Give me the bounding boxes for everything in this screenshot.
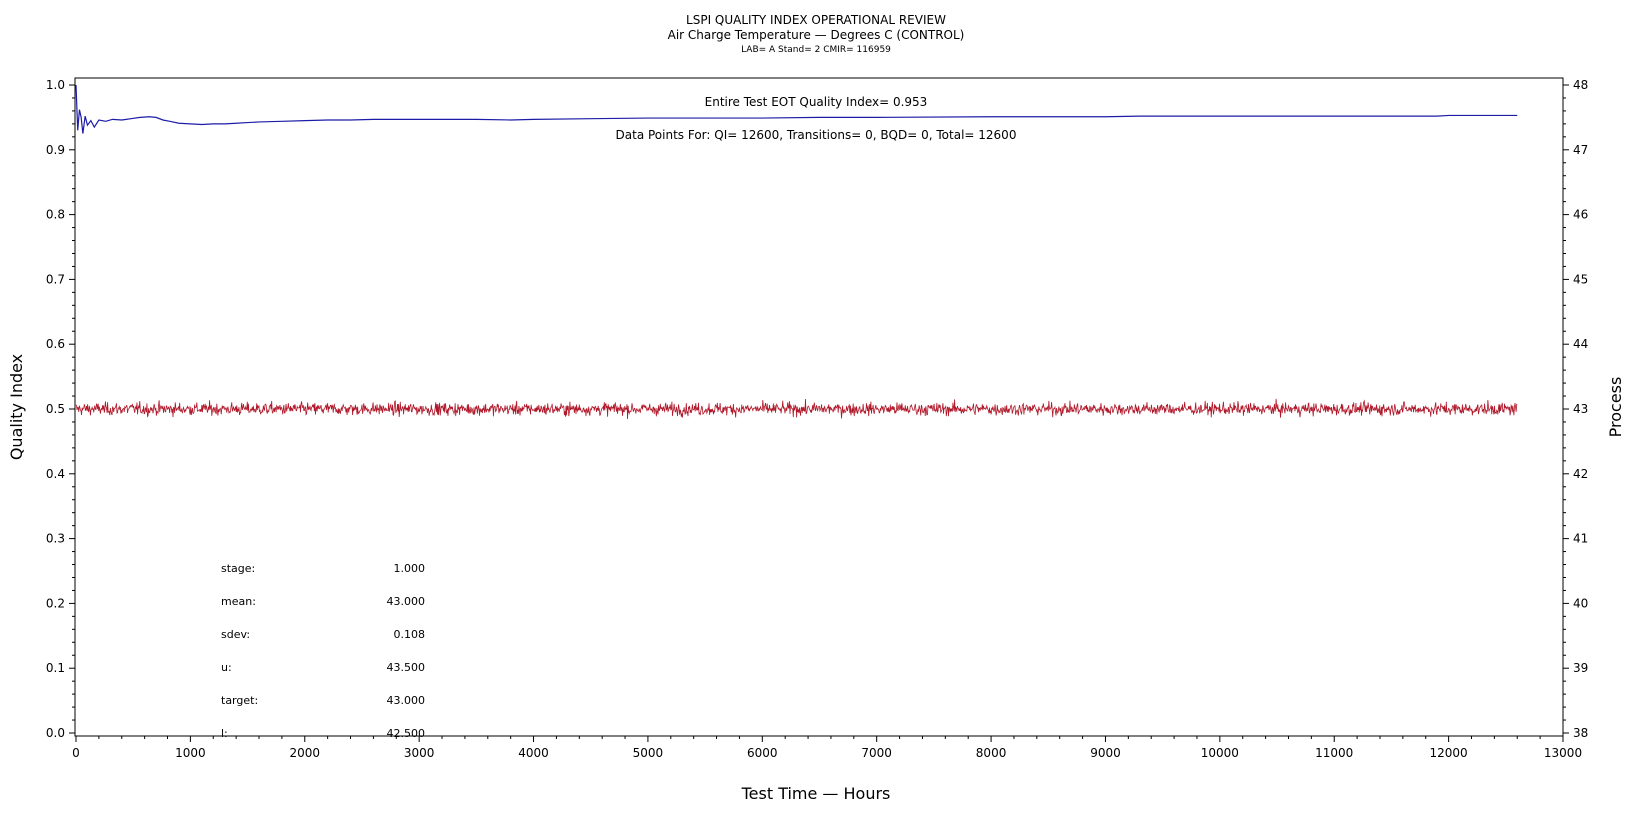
x-tick-label: 8000 (976, 746, 1007, 760)
y-tick-label: 0.4 (46, 467, 65, 481)
quality-index-series-group (75, 84, 1518, 134)
x-tick-label: 13000 (1544, 746, 1582, 760)
x-tick-label: 9000 (1090, 746, 1121, 760)
x-tick-label: 3000 (404, 746, 435, 760)
qi-annotation: Entire Test EOT Quality Index= 0.953 (705, 95, 928, 109)
y2-tick-label: 40 (1573, 596, 1588, 610)
y2-tick-label: 42 (1573, 467, 1588, 481)
stat-label: mean: (221, 595, 256, 608)
x-tick-label: 6000 (747, 746, 778, 760)
stat-label: l: (221, 727, 228, 740)
plot-frame (74, 77, 1564, 737)
process-line (75, 398, 1518, 419)
stat-label: target: (221, 694, 258, 707)
x-tick-label: 12000 (1430, 746, 1468, 760)
y-tick-label: 0.0 (46, 726, 65, 740)
y2-axis-ticks: 38 39 40 41 42 43 44 45 46 47 48 (1563, 78, 1588, 740)
y-tick-label: 0.8 (46, 208, 65, 222)
stat-value: 43.000 (387, 595, 426, 608)
stat-value: 0.108 (394, 628, 426, 641)
y2-tick-label: 48 (1573, 78, 1588, 92)
y2-tick-label: 43 (1573, 402, 1588, 416)
y2-tick-label: 46 (1573, 208, 1588, 222)
x-tick-label: 0 (72, 746, 80, 760)
y-tick-label: 0.7 (46, 272, 65, 286)
stat-label: sdev: (221, 628, 250, 641)
x-tick-label: 11000 (1315, 746, 1353, 760)
stat-label: stage: (221, 562, 255, 575)
x-tick-label: 1000 (175, 746, 206, 760)
y2-tick-label: 39 (1573, 661, 1588, 675)
y-tick-label: 0.5 (46, 402, 65, 416)
y2-axis-label: Process (1606, 377, 1625, 438)
y2-tick-label: 45 (1573, 272, 1588, 286)
y2-tick-label: 41 (1573, 532, 1588, 546)
process-series-group (75, 398, 1518, 419)
y-tick-label: 1.0 (46, 78, 65, 92)
y-tick-label: 0.1 (46, 661, 65, 675)
y-axis-label: Quality Index (7, 354, 26, 460)
stats-block: stage: 1.000 mean: 43.000 sdev: 0.108 u: 43.500… (221, 562, 425, 740)
x-axis-label: Test Time — Hours (741, 784, 891, 803)
data-points-annotation: Data Points For: QI= 12600, Transitions=… (616, 128, 1017, 142)
x-tick-label: 2000 (289, 746, 320, 760)
stat-value: 1.000 (394, 562, 426, 575)
stat-label: u: (221, 661, 232, 674)
stat-value: 42.500 (387, 727, 426, 740)
chart-title: LSPI QUALITY INDEX OPERATIONAL REVIEW (686, 13, 946, 27)
y-tick-label: 0.6 (46, 337, 65, 351)
quality-index-line (75, 84, 1518, 134)
y2-tick-label: 47 (1573, 143, 1588, 157)
chart-subtitle-2: LAB= A Stand= 2 CMIR= 116959 (741, 45, 891, 55)
x-tick-label: 5000 (633, 746, 664, 760)
x-tick-label: 10000 (1201, 746, 1239, 760)
x-tick-label: 4000 (518, 746, 549, 760)
y-tick-label: 0.2 (46, 596, 65, 610)
y-axis-ticks: 0.0 0.1 0.2 0.3 0.4 0.5 0.6 0.7 0.8 0.9 1.0 (46, 78, 75, 740)
minor-ticks (72, 97, 1566, 739)
y2-tick-label: 38 (1573, 726, 1588, 740)
stat-value: 43.000 (387, 694, 426, 707)
x-tick-label: 7000 (861, 746, 892, 760)
y-tick-label: 0.3 (46, 532, 65, 546)
chart-subtitle: Air Charge Temperature — Degrees C (CONT… (668, 28, 965, 42)
stat-value: 43.500 (387, 661, 426, 674)
y-tick-label: 0.9 (46, 143, 65, 157)
y2-tick-label: 44 (1573, 337, 1588, 351)
x-axis-ticks: 0 1000 2000 3000 4000 5000 6000 7000 8000 9000 100… (72, 736, 1582, 760)
